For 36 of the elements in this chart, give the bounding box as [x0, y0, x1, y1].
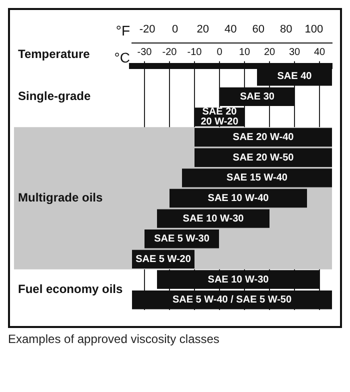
x2-tick-label: 0 — [172, 24, 178, 36]
bar — [170, 188, 307, 208]
x-tick-label: -10 — [187, 46, 202, 58]
y-tick-label: SAE 10 W-30 — [208, 274, 270, 286]
x2-tick-label: 100 — [304, 24, 324, 36]
y-tick-label: SAE 10 W-40 — [208, 193, 270, 204]
y-tick-label: SAE 15 W-40 — [226, 172, 288, 184]
y-tick-label: SAE 20 W-50 — [232, 152, 294, 164]
x-tick-label: 10 — [238, 46, 250, 58]
bar — [157, 209, 270, 228]
x-tick-label: 40 — [314, 46, 326, 58]
text: Fuel economy oils — [18, 282, 124, 296]
bar — [157, 270, 320, 289]
x2-tick-label: 80 — [280, 24, 292, 36]
y-tick-label: SAE 20 20 W-20 — [200, 106, 239, 128]
text: Single-grade — [18, 88, 92, 103]
x-tick-label: 30 — [288, 46, 300, 58]
x2-tick-label: 60 — [252, 24, 265, 36]
text: Temperature — [18, 47, 90, 62]
text: Examples of approved viscosity classes — [8, 332, 220, 346]
y-tick-label: SAE 40 — [277, 71, 312, 82]
y-tick-label: SAE 5 W-40 / SAE 5 W-50 — [172, 294, 292, 306]
y-tick-label: SAE 30 — [240, 91, 275, 102]
y-tick-label: SAE 20 W-40 — [232, 132, 294, 144]
x-tick-label: -30 — [137, 46, 152, 58]
bar — [182, 168, 332, 188]
x-tick-label: 0 — [216, 46, 223, 58]
y-tick-label: SAE 5 W-20 — [136, 254, 192, 265]
y-tick-label: SAE 10 W-30 — [182, 213, 244, 224]
x2-tick-label: -20 — [139, 24, 156, 36]
x-tick-label: 20 — [264, 46, 276, 58]
y-tick-label: SAE 5 W-30 — [154, 234, 210, 245]
x2-tick-label: 40 — [224, 24, 237, 36]
x-tick-label: -20 — [162, 46, 178, 58]
x2-tick-label: 20 — [196, 24, 209, 36]
x2-axis-title: °F — [116, 22, 130, 38]
